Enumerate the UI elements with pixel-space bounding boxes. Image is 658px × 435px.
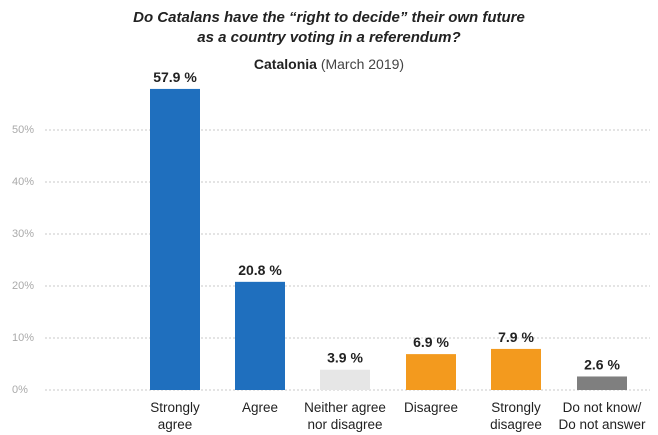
subtitle-date: (March 2019) (320, 56, 405, 72)
data-label: 7.9 % (498, 329, 534, 345)
bar (320, 369, 370, 390)
chart-title: Do Catalans have the “right to decide” t… (0, 8, 658, 48)
category-label: agree (158, 417, 193, 432)
category-label: Do not know/ (563, 400, 642, 415)
chart-title-line-1: Do Catalans have the “right to decide” t… (133, 9, 525, 26)
y-tick-label: 30% (12, 228, 34, 240)
y-tick-label: 50% (12, 124, 34, 136)
category-label: Strongly (491, 400, 541, 415)
y-tick-label: 10% (12, 332, 34, 344)
bar (577, 376, 627, 390)
category-label: Neither agree (304, 400, 386, 415)
category-label: disagree (490, 417, 542, 432)
y-tick-label: 0% (12, 384, 28, 396)
data-label: 3.9 % (327, 350, 363, 366)
data-label: 6.9 % (413, 334, 449, 350)
chart-title-line-2: as a country voting in a referendum? (197, 29, 461, 46)
bar (491, 348, 541, 390)
data-label: 57.9 % (153, 69, 197, 85)
chart-subtitle: Catalonia (March 2019) (0, 56, 658, 72)
y-tick-label: 40% (12, 176, 34, 188)
y-tick-label: 20% (12, 280, 34, 292)
category-label: Agree (242, 400, 278, 415)
data-label: 20.8 % (238, 262, 282, 278)
category-label: Strongly (150, 400, 200, 415)
category-label: Do not answer (558, 417, 646, 432)
bar (406, 354, 456, 390)
category-label: nor disagree (307, 417, 382, 432)
bar (235, 281, 285, 390)
subtitle-region: Catalonia (253, 56, 317, 72)
bar (150, 88, 200, 391)
data-label: 2.6 % (584, 356, 620, 372)
category-label: Disagree (404, 400, 458, 415)
